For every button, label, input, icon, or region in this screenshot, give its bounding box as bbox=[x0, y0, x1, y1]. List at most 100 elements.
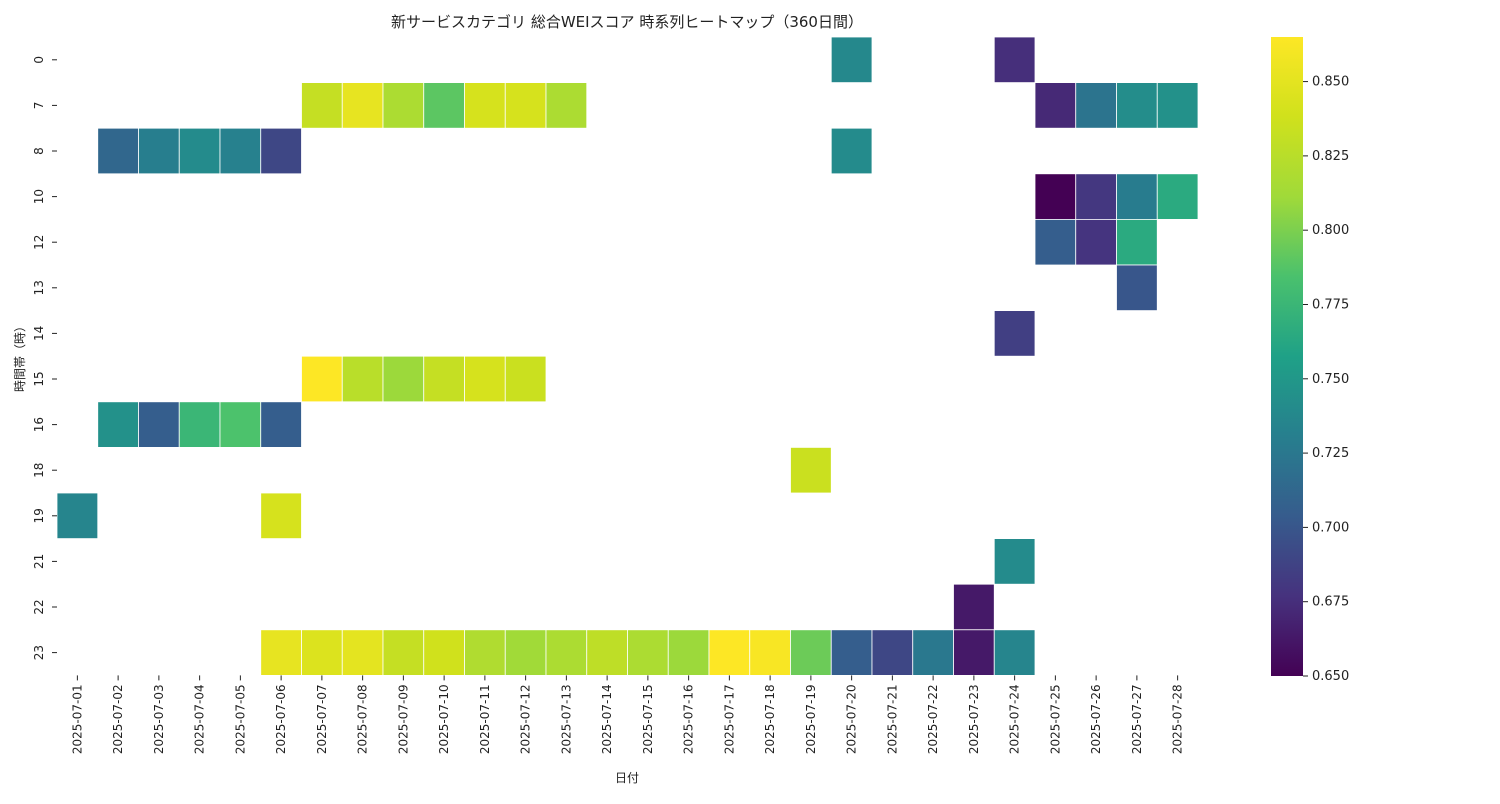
heatmap-cell bbox=[993, 538, 1036, 585]
heatmap-cell bbox=[178, 401, 221, 448]
x-tick-label: 2025-07-17 bbox=[722, 684, 736, 754]
x-tick-label: 2025-07-04 bbox=[193, 684, 207, 754]
heatmap-cell bbox=[260, 492, 302, 539]
x-tick-label: 2025-07-19 bbox=[804, 684, 818, 754]
heatmap-cell bbox=[830, 629, 873, 676]
heatmap-cell bbox=[830, 36, 873, 83]
heatmap-cell bbox=[749, 629, 791, 676]
heatmap-cell bbox=[382, 355, 425, 403]
heatmap-cell bbox=[1156, 173, 1199, 220]
heatmap-cell bbox=[97, 127, 139, 175]
colorbar-tick-label: 0.850 bbox=[1312, 75, 1349, 90]
heatmap-cell bbox=[1075, 82, 1117, 129]
heatmap-cell bbox=[1116, 218, 1158, 266]
x-tick-label: 2025-07-27 bbox=[1130, 684, 1144, 754]
x-tick-label: 2025-07-02 bbox=[111, 684, 125, 754]
x-tick-label: 2025-07-15 bbox=[641, 684, 655, 754]
heatmap-cell bbox=[341, 82, 384, 129]
y-tick-label: 13 bbox=[32, 280, 46, 295]
heatmap-cell bbox=[1034, 82, 1077, 129]
y-tick-label: 15 bbox=[32, 371, 46, 386]
heatmap-cell bbox=[993, 629, 1036, 676]
heatmap-cell bbox=[382, 82, 425, 129]
y-tick-label: 10 bbox=[32, 189, 46, 204]
heatmap-cell bbox=[545, 82, 588, 129]
heatmap-cells bbox=[56, 36, 1199, 676]
x-tick-label: 2025-07-10 bbox=[437, 684, 451, 754]
x-tick-label: 2025-07-28 bbox=[1171, 684, 1185, 754]
y-tick-label: 19 bbox=[32, 508, 46, 523]
heatmap-cell bbox=[341, 355, 384, 403]
y-axis-ticks: 0 7 8 10 12 13 14 15 16 18 19 21 22 23 bbox=[32, 56, 57, 660]
heatmap-cell bbox=[301, 355, 343, 403]
heatmap-cell bbox=[1116, 264, 1158, 311]
x-tick-label: 2025-07-07 bbox=[315, 684, 329, 754]
y-tick-label: 23 bbox=[32, 645, 46, 660]
colorbar-tick-label: 0.700 bbox=[1312, 520, 1349, 535]
colorbar-tick-label: 0.725 bbox=[1312, 446, 1349, 461]
colorbar-tick-label: 0.675 bbox=[1312, 595, 1349, 610]
y-tick-label: 7 bbox=[32, 102, 46, 110]
x-tick-label: 2025-07-01 bbox=[70, 684, 84, 754]
colorbar-ticks: 0.650 0.675 0.700 0.725 0.750 0.775 0.800 0.825… bbox=[1303, 75, 1349, 684]
colorbar-gradient bbox=[1271, 37, 1303, 676]
heatmap-cell bbox=[219, 127, 262, 175]
colorbar: 0.650 0.675 0.700 0.725 0.750 0.775 0.800 0.825… bbox=[1271, 37, 1349, 684]
y-tick-label: 14 bbox=[32, 326, 46, 341]
heatmap-cell bbox=[1075, 218, 1117, 266]
colorbar-tick-label: 0.750 bbox=[1312, 372, 1349, 387]
heatmap-cell bbox=[1075, 173, 1117, 220]
heatmap-cell bbox=[423, 82, 465, 129]
x-tick-label: 2025-07-18 bbox=[763, 684, 777, 754]
heatmap-cell bbox=[545, 629, 588, 676]
y-tick-label: 16 bbox=[32, 417, 46, 432]
heatmap-cell bbox=[871, 629, 914, 676]
y-axis-label: 時間帯（時） bbox=[13, 320, 27, 392]
heatmap-cell bbox=[301, 82, 343, 129]
heatmap-cell bbox=[830, 127, 873, 175]
x-tick-label: 2025-07-12 bbox=[519, 684, 533, 754]
x-tick-label: 2025-07-25 bbox=[1048, 684, 1062, 754]
y-tick-label: 8 bbox=[32, 147, 46, 155]
heatmap-cell bbox=[341, 629, 384, 676]
heatmap-cell bbox=[708, 629, 751, 676]
heatmap-cell bbox=[504, 82, 547, 129]
heatmap-cell bbox=[178, 127, 221, 175]
heatmap-cell bbox=[382, 629, 425, 676]
heatmap-cell bbox=[667, 629, 710, 676]
heatmap-cell bbox=[56, 492, 99, 539]
heatmap-cell bbox=[1156, 82, 1199, 129]
y-tick-label: 22 bbox=[32, 599, 46, 614]
heatmap-cell bbox=[1034, 218, 1077, 266]
heatmap-cell bbox=[138, 401, 180, 448]
heatmap-cell bbox=[953, 583, 995, 631]
heatmap-cell bbox=[912, 629, 954, 676]
y-tick-label: 18 bbox=[32, 463, 46, 478]
heatmap-cell bbox=[627, 629, 669, 676]
heatmap-cell bbox=[138, 127, 180, 175]
heatmap-cell bbox=[504, 629, 547, 676]
heatmap-cell bbox=[260, 629, 302, 676]
heatmap-cell bbox=[1034, 173, 1077, 220]
heatmap-cell bbox=[260, 401, 302, 448]
x-tick-label: 2025-07-22 bbox=[926, 684, 940, 754]
x-axis-label: 日付 bbox=[615, 771, 639, 785]
x-tick-label: 2025-07-08 bbox=[356, 684, 370, 754]
heatmap-cell bbox=[260, 127, 302, 175]
x-tick-label: 2025-07-03 bbox=[152, 684, 166, 754]
x-tick-label: 2025-07-23 bbox=[967, 684, 981, 754]
x-tick-label: 2025-07-11 bbox=[478, 684, 492, 754]
x-tick-label: 2025-07-21 bbox=[885, 684, 899, 754]
heatmap-cell bbox=[97, 401, 139, 448]
y-tick-label: 21 bbox=[32, 554, 46, 569]
colorbar-tick-label: 0.775 bbox=[1312, 297, 1349, 312]
heatmap-cell bbox=[1116, 173, 1158, 220]
x-tick-label: 2025-07-09 bbox=[396, 684, 410, 754]
x-tick-label: 2025-07-24 bbox=[1008, 684, 1022, 754]
x-tick-label: 2025-07-06 bbox=[274, 684, 288, 754]
heatmap-cell bbox=[464, 355, 506, 403]
y-tick-label: 0 bbox=[32, 56, 46, 64]
heatmap-cell bbox=[219, 401, 262, 448]
heatmap-cell bbox=[1116, 82, 1158, 129]
